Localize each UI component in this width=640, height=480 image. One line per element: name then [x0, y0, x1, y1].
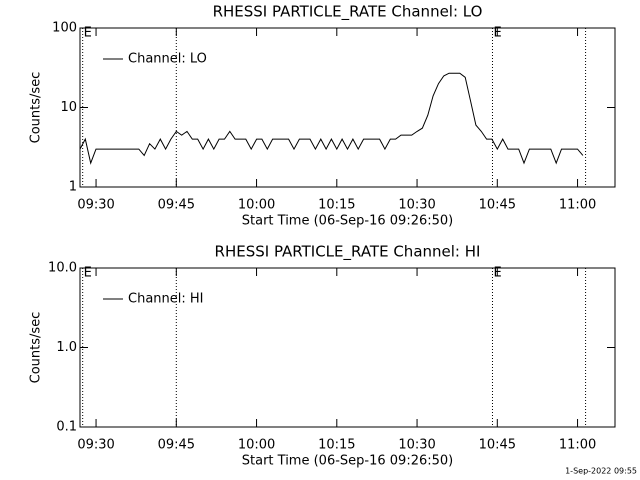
y-tick-label: 10.0 [48, 261, 77, 276]
footer-date: 1-Sep-2022 09:55 [565, 467, 637, 476]
marker-label: E [84, 266, 92, 281]
y-axis-label: Counts/sec [29, 312, 44, 384]
x-tick-label: 10:30 [398, 438, 435, 453]
x-axis-label: Start Time (06-Sep-16 09:26:50) [242, 454, 453, 469]
y-tick-label: 10 [60, 100, 77, 115]
x-tick-label: 09:30 [77, 198, 114, 213]
x-tick-label: 11:00 [559, 438, 596, 453]
y-tick-label: 0.1 [56, 420, 77, 435]
x-tick-label: 09:30 [77, 438, 114, 453]
marker-label: E [493, 26, 501, 41]
x-axis-label: Start Time (06-Sep-16 09:26:50) [242, 214, 453, 229]
x-tick-label: 10:15 [318, 198, 355, 213]
legend-label: Channel: HI [128, 292, 204, 307]
x-tick-label: 10:30 [398, 198, 435, 213]
x-tick-label: 11:00 [559, 198, 596, 213]
legend-label: Channel: LO [128, 52, 207, 67]
chart-title: RHESSI PARTICLE_RATE Channel: LO [213, 3, 483, 22]
x-tick-label: 09:45 [158, 198, 195, 213]
x-tick-label: 10:15 [318, 438, 355, 453]
marker-label: E [493, 266, 501, 281]
x-tick-label: 10:45 [479, 198, 516, 213]
marker-label: E [84, 26, 92, 41]
x-tick-label: 10:45 [479, 438, 516, 453]
chart-title: RHESSI PARTICLE_RATE Channel: HI [215, 243, 481, 262]
x-tick-label: 10:00 [238, 198, 275, 213]
x-tick-label: 10:00 [238, 438, 275, 453]
x-tick-label: 09:45 [158, 438, 195, 453]
y-tick-label: 1.0 [56, 340, 77, 355]
data-line [79, 72, 584, 165]
y-tick-label: 100 [52, 21, 77, 36]
y-tick-label: 1 [69, 180, 77, 195]
y-axis-label: Counts/sec [29, 72, 44, 144]
